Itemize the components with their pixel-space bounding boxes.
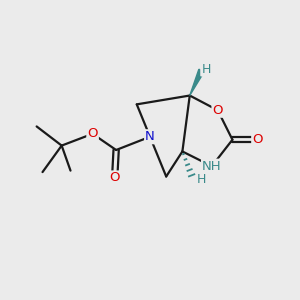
- Text: H: H: [201, 62, 211, 76]
- Text: O: O: [110, 172, 120, 184]
- Text: O: O: [87, 127, 98, 140]
- Text: NH: NH: [202, 160, 222, 173]
- Polygon shape: [190, 69, 204, 95]
- Text: O: O: [212, 104, 223, 117]
- Text: N: N: [145, 130, 155, 143]
- Text: O: O: [252, 133, 263, 146]
- Text: H: H: [197, 173, 206, 186]
